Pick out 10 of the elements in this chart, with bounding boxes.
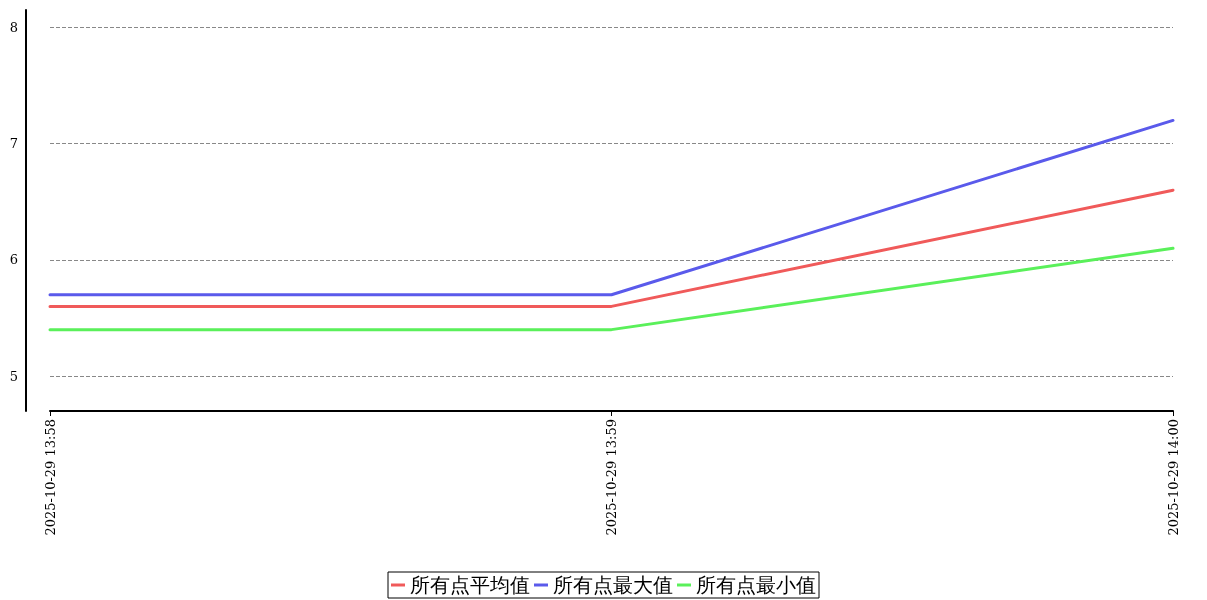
legend-label: 所有点平均值 [410, 573, 530, 597]
y-tick-label: 5 [9, 368, 18, 384]
y-tick-label: 6 [9, 252, 18, 268]
x-tick-label: 2025-10-29 13:59 [604, 419, 619, 536]
x-tick-label: 2025-10-29 14:00 [1165, 419, 1181, 536]
x-tick-label: 2025-10-29 13:58 [42, 419, 58, 536]
y-tick-label: 8 [9, 19, 18, 35]
legend-label: 所有点最大值 [553, 573, 673, 597]
y-tick-label: 7 [9, 136, 18, 152]
legend-label: 所有点最小值 [696, 573, 816, 597]
